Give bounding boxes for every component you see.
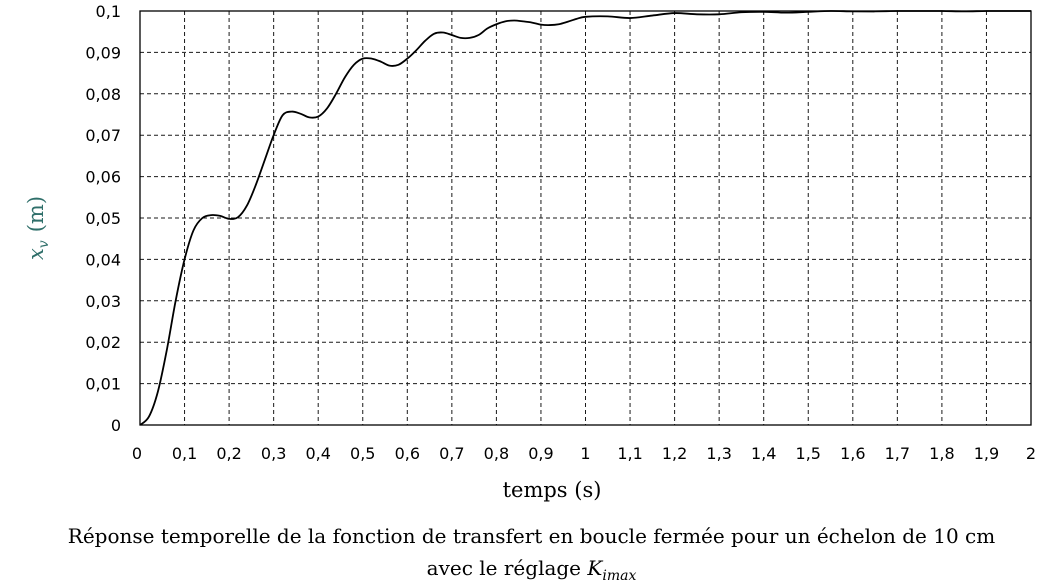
x-tick-label: 1,6 [840, 444, 865, 463]
x-axis-label: temps (s) [503, 478, 602, 502]
caption-line-2: avec le réglage Kimax [0, 556, 1063, 584]
x-tick-label: 0 [132, 444, 142, 463]
y-axis-symbol: x [24, 248, 48, 260]
y-tick-label: 0,07 [85, 126, 121, 145]
x-tick-label: 1 [580, 444, 590, 463]
series-line [139, 10, 1031, 426]
y-tick-labels: 0 0,01 0,02 0,03 0,04 0,05 0,06 0,07 0,08 0,09 0,1 [85, 2, 121, 435]
x-tick-label: 1,2 [662, 444, 687, 463]
caption-symbol: K [587, 556, 603, 580]
caption-prefix: avec le réglage [426, 556, 582, 580]
y-tick-label: 0,1 [96, 2, 121, 21]
y-tick-label: 0,02 [85, 333, 121, 352]
y-tick-label: 0,08 [85, 85, 121, 104]
x-tick-label: 0,7 [439, 444, 464, 463]
x-tick-label: 0,8 [484, 444, 509, 463]
y-tick-label: 0,04 [85, 250, 121, 269]
x-tick-label: 0,3 [261, 444, 286, 463]
x-tick-label: 2 [1026, 444, 1036, 463]
x-tick-label: 0,4 [305, 444, 330, 463]
plot-frame [139, 10, 1032, 426]
x-tick-label: 1,8 [929, 444, 954, 463]
y-tick-label: 0,03 [85, 292, 121, 311]
y-axis-label: xv (m) [24, 196, 52, 260]
x-tick-label: 1,1 [617, 444, 642, 463]
x-tick-label: 0,6 [395, 444, 420, 463]
grid [140, 11, 1031, 425]
x-tick-label: 0,5 [350, 444, 375, 463]
y-tick-label: 0,09 [85, 43, 121, 62]
y-tick-label: 0,06 [85, 168, 121, 187]
x-tick-label: 1,5 [796, 444, 821, 463]
x-tick-label: 1,7 [885, 444, 910, 463]
caption-subscript: imax [602, 568, 637, 584]
y-tick-label: 0,01 [85, 375, 121, 394]
y-tick-label: 0,05 [85, 209, 121, 228]
y-tick-label: 0 [111, 416, 121, 435]
y-axis-subscript: v [36, 240, 52, 248]
caption-line-1: Réponse temporelle de la fonction de tra… [67, 524, 996, 548]
x-tick-label: 0,2 [216, 444, 241, 463]
chart: 0 0,01 0,02 0,03 0,04 0,05 0,06 0,07 0,08 0,09 0,1… [24, 2, 1036, 502]
x-tick-label: 1,9 [974, 444, 999, 463]
x-tick-label: 1,4 [751, 444, 776, 463]
x-tick-label: 0,9 [528, 444, 553, 463]
y-axis-unit: (m) [24, 196, 48, 232]
x-tick-label: 1,3 [706, 444, 731, 463]
x-tick-labels: 0 0,1 0,2 0,3 0,4 0,5 0,6 0,7 0,8 0,9 1 1,1 1,2 1,3 1,… [132, 444, 1036, 463]
x-tick-label: 0,1 [172, 444, 197, 463]
